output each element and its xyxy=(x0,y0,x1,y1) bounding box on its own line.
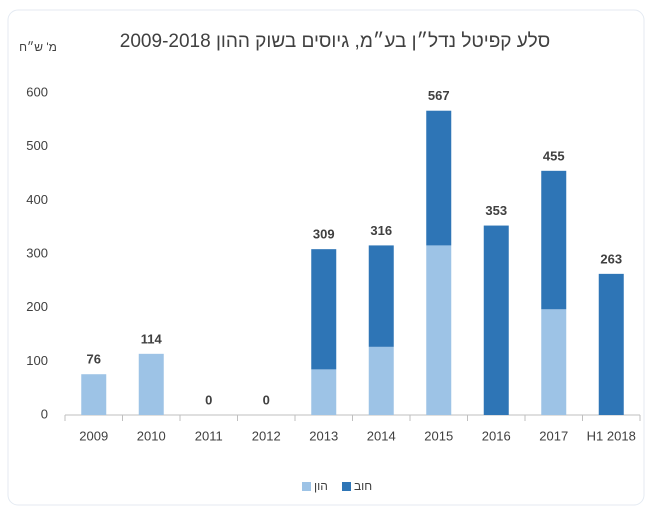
bar-segment xyxy=(598,273,624,415)
total-label: 76 xyxy=(87,352,101,367)
y-tick-label: 100 xyxy=(26,353,48,368)
y-tick-label: 200 xyxy=(26,299,48,314)
total-label: 263 xyxy=(600,251,622,266)
y-tick-label: 500 xyxy=(26,138,48,153)
bar-segment xyxy=(426,245,452,415)
bar-segment xyxy=(541,309,567,415)
x-tick-label: 2016 xyxy=(482,428,511,443)
total-label: 309 xyxy=(313,227,335,242)
bar-segment xyxy=(81,374,107,415)
y-tick-label: 300 xyxy=(26,245,48,260)
total-label: 455 xyxy=(543,148,565,163)
total-label: 114 xyxy=(141,331,163,346)
bar-segment xyxy=(368,245,394,347)
x-tick-label: 2014 xyxy=(367,428,396,443)
x-tick-label: H1 2018 xyxy=(587,428,636,443)
x-tick-label: 2017 xyxy=(539,428,568,443)
x-tick-label: 2011 xyxy=(195,428,223,443)
x-tick-label: 2013 xyxy=(309,428,338,443)
legend-swatch xyxy=(342,482,351,491)
x-tick-label: 2010 xyxy=(137,428,166,443)
y-axis-label: מ' ש״ח xyxy=(19,40,57,54)
total-label: 0 xyxy=(263,392,270,407)
legend-swatch xyxy=(302,482,311,491)
legend-label: חוב xyxy=(354,479,372,493)
total-label: 567 xyxy=(428,88,450,103)
total-label: 353 xyxy=(485,203,507,218)
x-tick-label: 2012 xyxy=(252,428,281,443)
y-tick-label: 0 xyxy=(41,406,48,421)
bar-segment xyxy=(368,346,394,415)
x-tick-label: 2015 xyxy=(424,428,453,443)
chart-title: סלע קפיטל נדל״ן בע״מ, גיוסים בשוק ההון 2… xyxy=(120,31,550,52)
bar-segment xyxy=(483,225,509,415)
bar-segment xyxy=(541,170,567,310)
bar-segment xyxy=(311,249,337,370)
total-label: 316 xyxy=(370,223,392,238)
x-tick-label: 2009 xyxy=(79,428,108,443)
total-label: 0 xyxy=(205,392,212,407)
y-tick-label: 600 xyxy=(26,84,48,99)
bar-segment xyxy=(311,369,337,415)
y-tick-label: 400 xyxy=(26,192,48,207)
bar-segment xyxy=(138,353,164,415)
legend-label: הון xyxy=(314,479,328,493)
bar-segment xyxy=(426,110,452,246)
